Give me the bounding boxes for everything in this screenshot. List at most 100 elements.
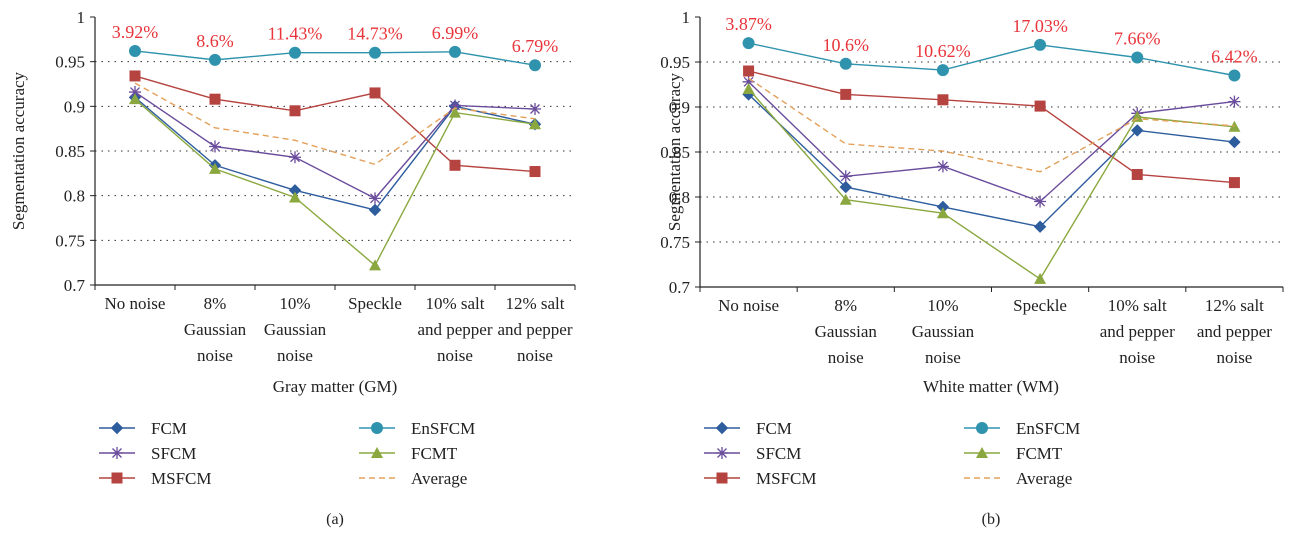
data-label: 6.42% bbox=[1211, 47, 1258, 67]
data-point bbox=[529, 103, 541, 116]
series-line bbox=[748, 77, 1235, 173]
y-tick-label: 0.75 bbox=[660, 233, 690, 252]
x-tick-label: noise bbox=[1216, 348, 1252, 367]
data-point bbox=[839, 170, 852, 183]
legend-item-fcmt: FCMT bbox=[964, 444, 1063, 463]
y-tick-label: 0.9 bbox=[669, 98, 690, 117]
data-point bbox=[937, 94, 949, 106]
x-tick-label: Speckle bbox=[1013, 296, 1067, 315]
legend-label: FCM bbox=[756, 419, 792, 438]
data-point bbox=[209, 162, 221, 174]
legend-label: FCMT bbox=[1016, 444, 1063, 463]
x-tick-label: noise bbox=[1119, 348, 1155, 367]
series-line bbox=[134, 50, 536, 66]
series-average bbox=[134, 82, 536, 166]
legend-marker bbox=[371, 447, 383, 458]
data-label: 7.66% bbox=[1114, 29, 1161, 49]
series-sfcm bbox=[742, 75, 1241, 208]
legend-marker bbox=[976, 447, 988, 458]
data-point bbox=[1131, 169, 1143, 180]
y-tick-label: 1 bbox=[682, 8, 691, 27]
data-point bbox=[449, 106, 461, 118]
series-sfcm bbox=[129, 86, 541, 205]
data-point bbox=[742, 37, 755, 50]
data-point bbox=[743, 65, 755, 77]
y-tick-label: 0.85 bbox=[55, 142, 85, 161]
data-point bbox=[1131, 124, 1144, 137]
data-point bbox=[839, 180, 852, 194]
legend-item-fcm: FCM bbox=[704, 419, 792, 438]
data-label: 11.43% bbox=[268, 24, 323, 44]
x-tick-label: and pepper bbox=[1197, 322, 1272, 341]
legend-marker bbox=[111, 472, 123, 484]
legend-label: SFCM bbox=[756, 444, 801, 463]
x-tick-label: and pepper bbox=[417, 320, 492, 339]
legend-label: EnSFCM bbox=[1016, 419, 1080, 438]
legend-item-sfcm: SFCM bbox=[99, 444, 196, 463]
x-tick-label: 12% salt bbox=[505, 294, 564, 313]
x-tick-label: 8% bbox=[834, 296, 857, 315]
y-tick-label: 0.7 bbox=[64, 276, 86, 295]
series-fcmt bbox=[742, 83, 1241, 284]
data-label: 14.73% bbox=[347, 24, 403, 44]
x-tick-label: No noise bbox=[718, 296, 779, 315]
y-axis-label: Segmentation accuracy bbox=[9, 71, 28, 230]
y-tick-label: 0.95 bbox=[660, 53, 690, 72]
x-axis-label: White matter (WM) bbox=[923, 377, 1059, 396]
y-tick-label: 0.7 bbox=[669, 278, 691, 297]
legend-marker bbox=[716, 472, 728, 484]
legend-label: EnSFCM bbox=[411, 419, 475, 438]
data-point bbox=[1228, 120, 1241, 132]
x-tick-label: noise bbox=[197, 346, 233, 365]
data-label: 10.6% bbox=[823, 35, 870, 55]
legend-label: Average bbox=[411, 469, 467, 488]
x-tick-label: 10% salt bbox=[425, 294, 484, 313]
legend-label: SFCM bbox=[151, 444, 196, 463]
data-point bbox=[529, 166, 541, 178]
data-point bbox=[1033, 220, 1047, 233]
data-label: 6.79% bbox=[512, 36, 559, 56]
data-point bbox=[840, 88, 852, 100]
series-ensfcm bbox=[742, 37, 1241, 82]
y-tick-label: 0.9 bbox=[64, 97, 85, 116]
legend-marker bbox=[371, 422, 383, 434]
x-tick-label: Gaussian bbox=[184, 320, 247, 339]
data-point bbox=[289, 46, 301, 59]
series-line bbox=[134, 75, 536, 173]
x-tick-label: 8% bbox=[204, 294, 227, 313]
series-line bbox=[748, 93, 1235, 228]
data-point bbox=[936, 207, 949, 219]
data-point bbox=[1228, 177, 1240, 189]
x-tick-label: noise bbox=[277, 346, 313, 365]
data-point bbox=[529, 59, 541, 72]
legend-label: Average bbox=[1016, 469, 1072, 488]
legend-label: FCM bbox=[151, 419, 187, 438]
x-tick-label: noise bbox=[437, 346, 473, 365]
data-point bbox=[529, 118, 541, 130]
x-tick-label: noise bbox=[925, 348, 961, 367]
x-tick-label: noise bbox=[517, 346, 553, 365]
data-point bbox=[289, 105, 301, 117]
legend-item-fcm: FCM bbox=[99, 419, 187, 438]
data-point bbox=[1228, 135, 1241, 149]
x-axis-label: Gray matter (GM) bbox=[273, 377, 398, 396]
series-line bbox=[134, 98, 536, 267]
data-label: 8.6% bbox=[196, 31, 234, 51]
data-point bbox=[129, 70, 141, 82]
data-point bbox=[936, 160, 949, 173]
data-point bbox=[289, 151, 301, 164]
series-fcm bbox=[128, 91, 542, 217]
y-axis-label: Segmentation accuracy bbox=[665, 72, 684, 231]
x-tick-label: 12% salt bbox=[1205, 296, 1264, 315]
legend-marker bbox=[976, 422, 988, 434]
data-point bbox=[839, 193, 852, 205]
legend-label: FCMT bbox=[411, 444, 458, 463]
y-tick-label: 0.95 bbox=[55, 53, 85, 72]
legend-marker bbox=[110, 421, 124, 435]
data-label: 3.87% bbox=[725, 14, 772, 34]
series-msfcm bbox=[129, 70, 541, 178]
x-tick-label: Gaussian bbox=[815, 322, 878, 341]
data-point bbox=[129, 86, 141, 99]
x-tick-label: Gaussian bbox=[264, 320, 327, 339]
